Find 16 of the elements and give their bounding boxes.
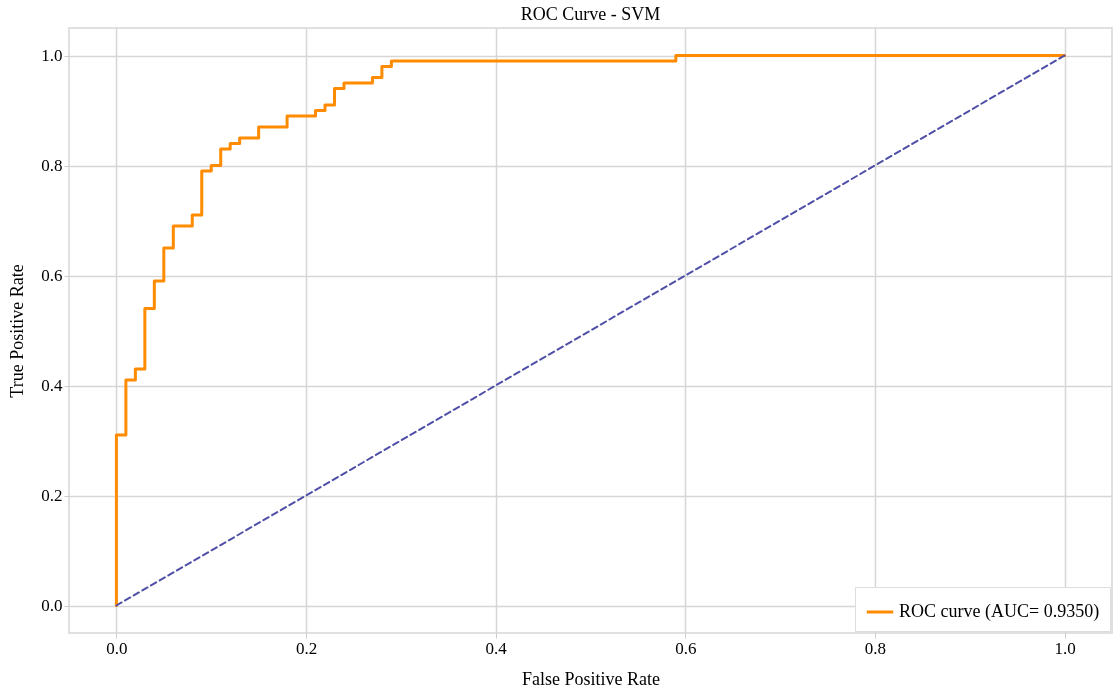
x-axis-title: False Positive Rate bbox=[522, 668, 660, 689]
x-tick-label: 0.4 bbox=[485, 638, 508, 658]
y-tick-label: 0.6 bbox=[41, 266, 63, 285]
legend-label: ROC curve (AUC= 0.9350) bbox=[899, 601, 1100, 622]
y-axis-title: True Positive Rate bbox=[7, 264, 28, 398]
y-tick-label: 1.0 bbox=[41, 46, 63, 65]
x-tick-label: 0.8 bbox=[864, 638, 887, 658]
y-tick-label: 0.8 bbox=[41, 156, 63, 175]
y-tick-label: 0.2 bbox=[41, 486, 63, 505]
chart-title: ROC Curve - SVM bbox=[520, 4, 661, 24]
x-tick-label: 0.0 bbox=[106, 638, 128, 658]
y-tick-label: 0.4 bbox=[41, 376, 63, 395]
x-tick-label: 1.0 bbox=[1054, 638, 1076, 658]
y-tick-label: 0.0 bbox=[41, 596, 63, 615]
x-tick-label: 0.6 bbox=[675, 638, 697, 658]
x-tick-label: 0.2 bbox=[295, 638, 318, 658]
